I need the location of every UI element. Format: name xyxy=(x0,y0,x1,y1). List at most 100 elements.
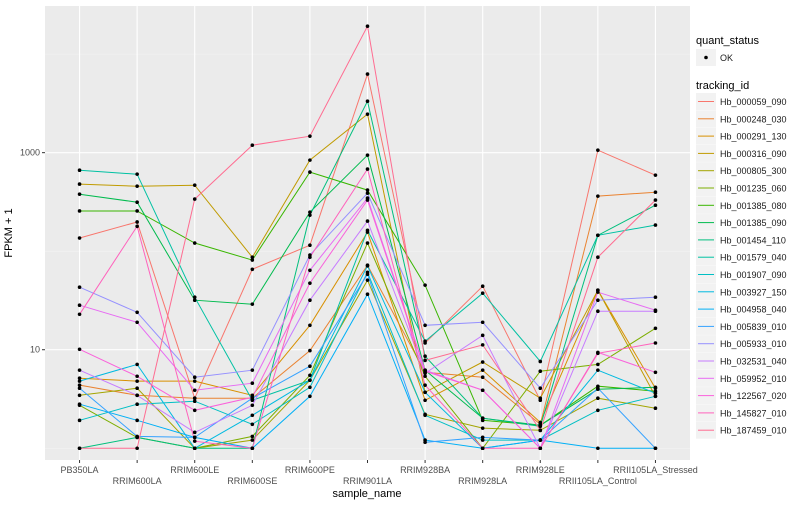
data-point xyxy=(192,439,197,443)
legend-label: Hb_032531_040 xyxy=(720,357,787,367)
data-point xyxy=(250,368,255,372)
data-point xyxy=(596,368,600,372)
data-point xyxy=(596,386,600,390)
data-point xyxy=(538,420,543,425)
data-point xyxy=(365,219,370,223)
data-point xyxy=(77,368,82,372)
data-point xyxy=(77,285,82,290)
data-point xyxy=(365,272,370,277)
legend-label: Hb_059952_010 xyxy=(720,374,787,384)
data-point xyxy=(653,406,658,411)
data-point xyxy=(250,258,255,262)
data-point xyxy=(308,268,312,273)
x-tick-label: RRIM600PE xyxy=(285,465,335,475)
data-point xyxy=(192,446,197,451)
data-point xyxy=(135,220,139,224)
data-point xyxy=(77,312,82,317)
data-point xyxy=(250,438,255,442)
data-point xyxy=(423,339,427,344)
data-point xyxy=(77,383,82,387)
data-point xyxy=(653,341,658,345)
data-point xyxy=(423,283,427,287)
data-point xyxy=(423,323,427,328)
data-point xyxy=(480,360,485,364)
data-point xyxy=(77,182,82,186)
data-point xyxy=(135,434,139,439)
x-tick-label: PB350LA xyxy=(61,465,99,475)
data-point xyxy=(135,402,139,406)
data-point xyxy=(250,302,255,306)
data-point xyxy=(480,375,485,380)
data-point xyxy=(308,210,312,214)
data-point xyxy=(308,158,312,162)
data-point xyxy=(423,354,427,358)
x-tick-label: RRIM928BA xyxy=(400,465,450,475)
data-point xyxy=(135,200,139,205)
data-point xyxy=(77,376,82,381)
legend-label: Hb_001454_110 xyxy=(720,235,786,245)
legend-label: Hb_004958_040 xyxy=(720,305,787,315)
data-point xyxy=(480,284,485,289)
y-axis-title: FPKM + 1 xyxy=(3,208,15,257)
x-axis-title: sample_name xyxy=(332,488,401,500)
data-point xyxy=(308,134,312,138)
data-point xyxy=(653,295,658,300)
data-point xyxy=(596,290,600,294)
data-point xyxy=(308,378,312,383)
data-point xyxy=(308,281,312,285)
legend-label: Hb_001907_090 xyxy=(720,270,787,280)
x-tick-label: RRII105LA_Stressed xyxy=(613,465,698,475)
data-point xyxy=(480,435,485,440)
data-point xyxy=(365,167,370,171)
data-point xyxy=(538,446,543,451)
legend-label: Hb_001385_090 xyxy=(720,218,787,228)
data-point xyxy=(192,388,197,393)
legend-label: Hb_005933_010 xyxy=(720,339,787,349)
data-point xyxy=(480,333,485,338)
data-point xyxy=(365,292,370,297)
data-point xyxy=(653,370,658,375)
data-point xyxy=(308,323,312,328)
legend-label: Hb_001235_060 xyxy=(720,184,787,194)
data-point xyxy=(77,418,82,423)
data-point xyxy=(596,351,600,356)
data-point xyxy=(480,368,485,372)
data-point xyxy=(192,375,197,380)
data-point xyxy=(480,320,485,325)
legend-label: Hb_122567_020 xyxy=(720,391,787,401)
data-point xyxy=(538,396,543,401)
data-point xyxy=(135,393,139,398)
shape-legend-label: OK xyxy=(720,53,733,63)
data-point xyxy=(480,426,485,430)
data-point xyxy=(480,291,485,295)
data-point xyxy=(480,446,485,451)
data-point xyxy=(308,364,312,369)
data-point xyxy=(250,255,255,260)
data-point xyxy=(480,438,485,442)
data-point xyxy=(653,326,658,331)
data-point xyxy=(365,191,370,195)
data-point xyxy=(538,386,543,390)
data-point xyxy=(365,228,370,233)
data-point xyxy=(423,440,427,445)
data-point xyxy=(538,369,543,374)
data-point xyxy=(77,209,82,213)
data-point xyxy=(653,198,658,202)
data-point xyxy=(538,424,543,429)
x-tick-label: RRIM600LA xyxy=(113,476,162,486)
data-point xyxy=(596,408,600,413)
data-point xyxy=(653,394,658,399)
data-point xyxy=(308,373,312,378)
data-point xyxy=(135,379,139,383)
data-point xyxy=(653,190,658,194)
data-point xyxy=(192,197,197,201)
x-tick-label: RRIM928LA xyxy=(458,476,507,486)
x-tick-label: RRIM901LA xyxy=(343,476,392,486)
data-point xyxy=(653,391,658,396)
data-point xyxy=(77,446,82,451)
data-point xyxy=(77,393,82,398)
data-point xyxy=(250,381,255,386)
data-point xyxy=(250,422,255,427)
